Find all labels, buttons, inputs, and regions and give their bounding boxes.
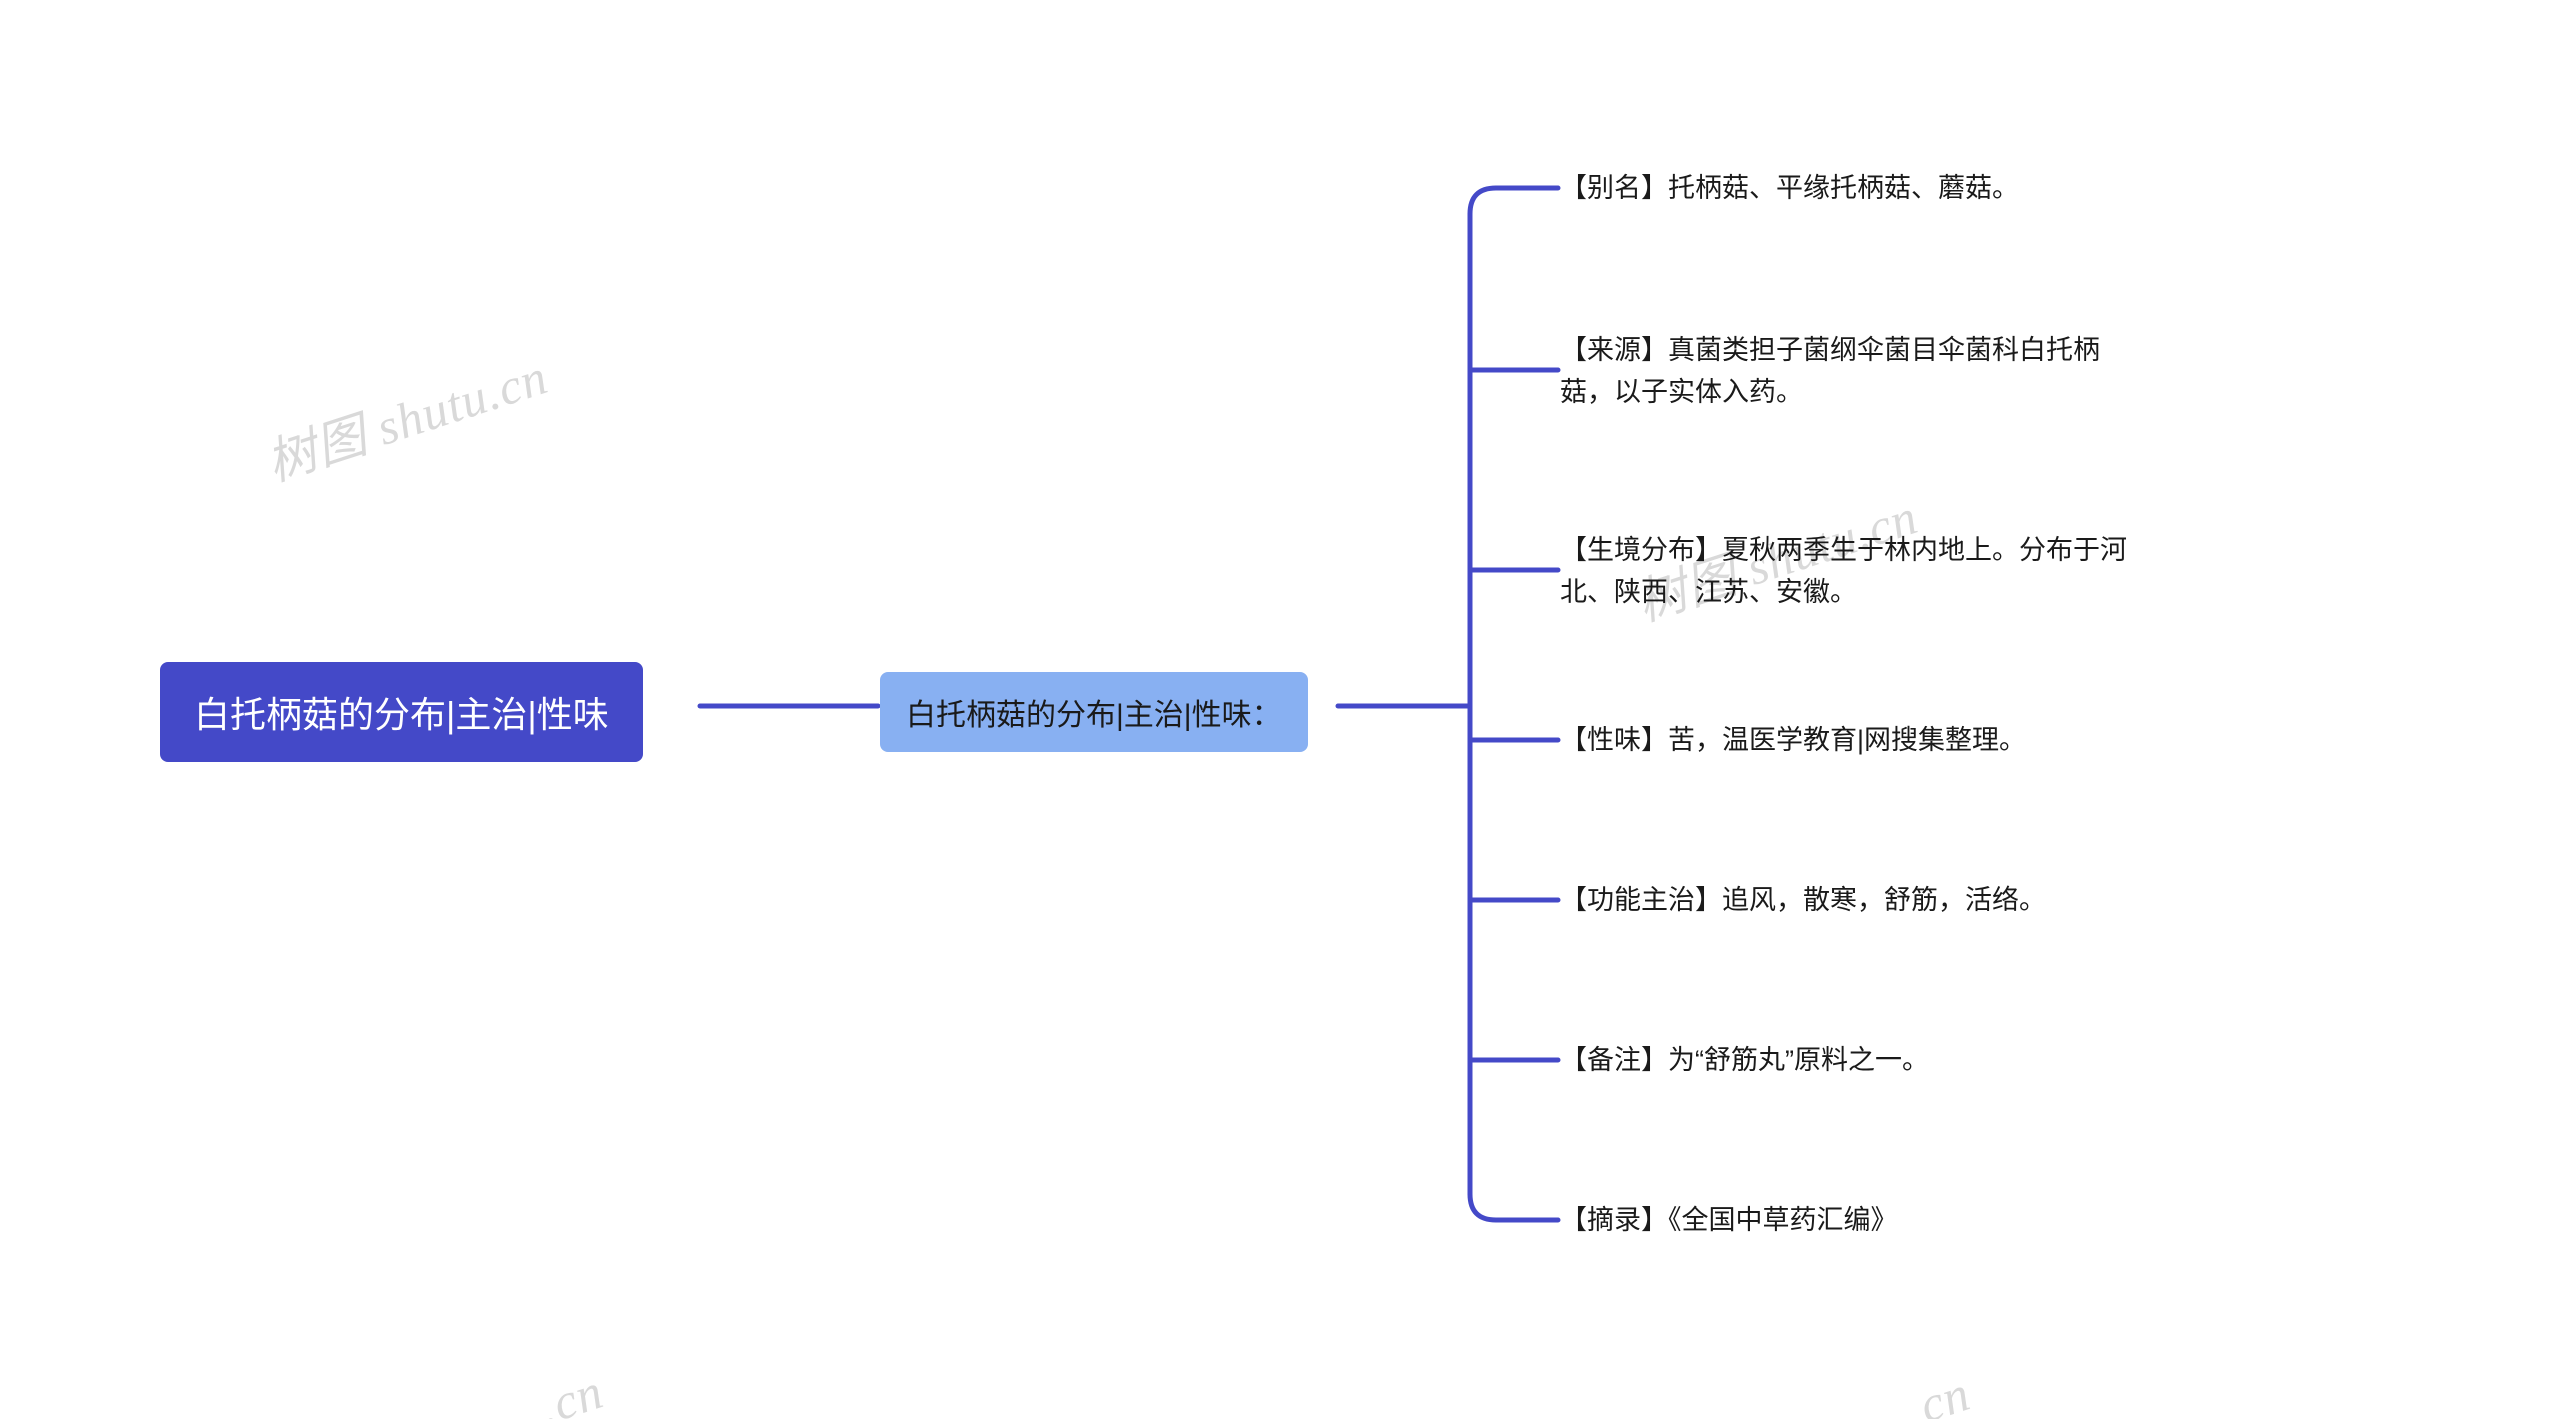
- bracket-top-curve: [1470, 188, 1558, 214]
- leaf-node-habitat[interactable]: 【生境分布】夏秋两季生于林内地上。分布于河北、陕西、江苏、安徽。: [1560, 530, 2140, 614]
- bracket-bottom-curve: [1470, 1194, 1558, 1220]
- watermark: 树图 shutu.cn: [256, 337, 556, 496]
- leaf-node-function[interactable]: 【功能主治】追风，散寒，舒筋，活络。: [1560, 880, 2046, 922]
- sub-node[interactable]: 白托柄菇的分布|主治|性味：: [880, 672, 1308, 752]
- leaf-node-alias[interactable]: 【别名】托柄菇、平缘托柄菇、蘑菇。: [1560, 168, 2019, 210]
- root-node[interactable]: 白托柄菇的分布|主治|性味: [160, 662, 643, 762]
- leaf-node-taste[interactable]: 【性味】苦，温医学教育|网搜集整理。: [1560, 720, 2026, 762]
- leaf-node-remark[interactable]: 【备注】为“舒筋丸”原料之一。: [1560, 1040, 1929, 1082]
- leaf-node-source[interactable]: 【来源】真菌类担子菌纲伞菌目伞菌科白托柄菇，以子实体入药。: [1560, 330, 2140, 414]
- watermark: cn: [1912, 1364, 1977, 1419]
- leaf-node-excerpt[interactable]: 【摘录】《全国中草药汇编》: [1560, 1200, 1898, 1242]
- watermark: .cn: [533, 1362, 611, 1419]
- mindmap-canvas: 树图 shutu.cn 树图 shutu.cn .cn cn 白托柄菇的分布|主…: [0, 0, 2560, 1419]
